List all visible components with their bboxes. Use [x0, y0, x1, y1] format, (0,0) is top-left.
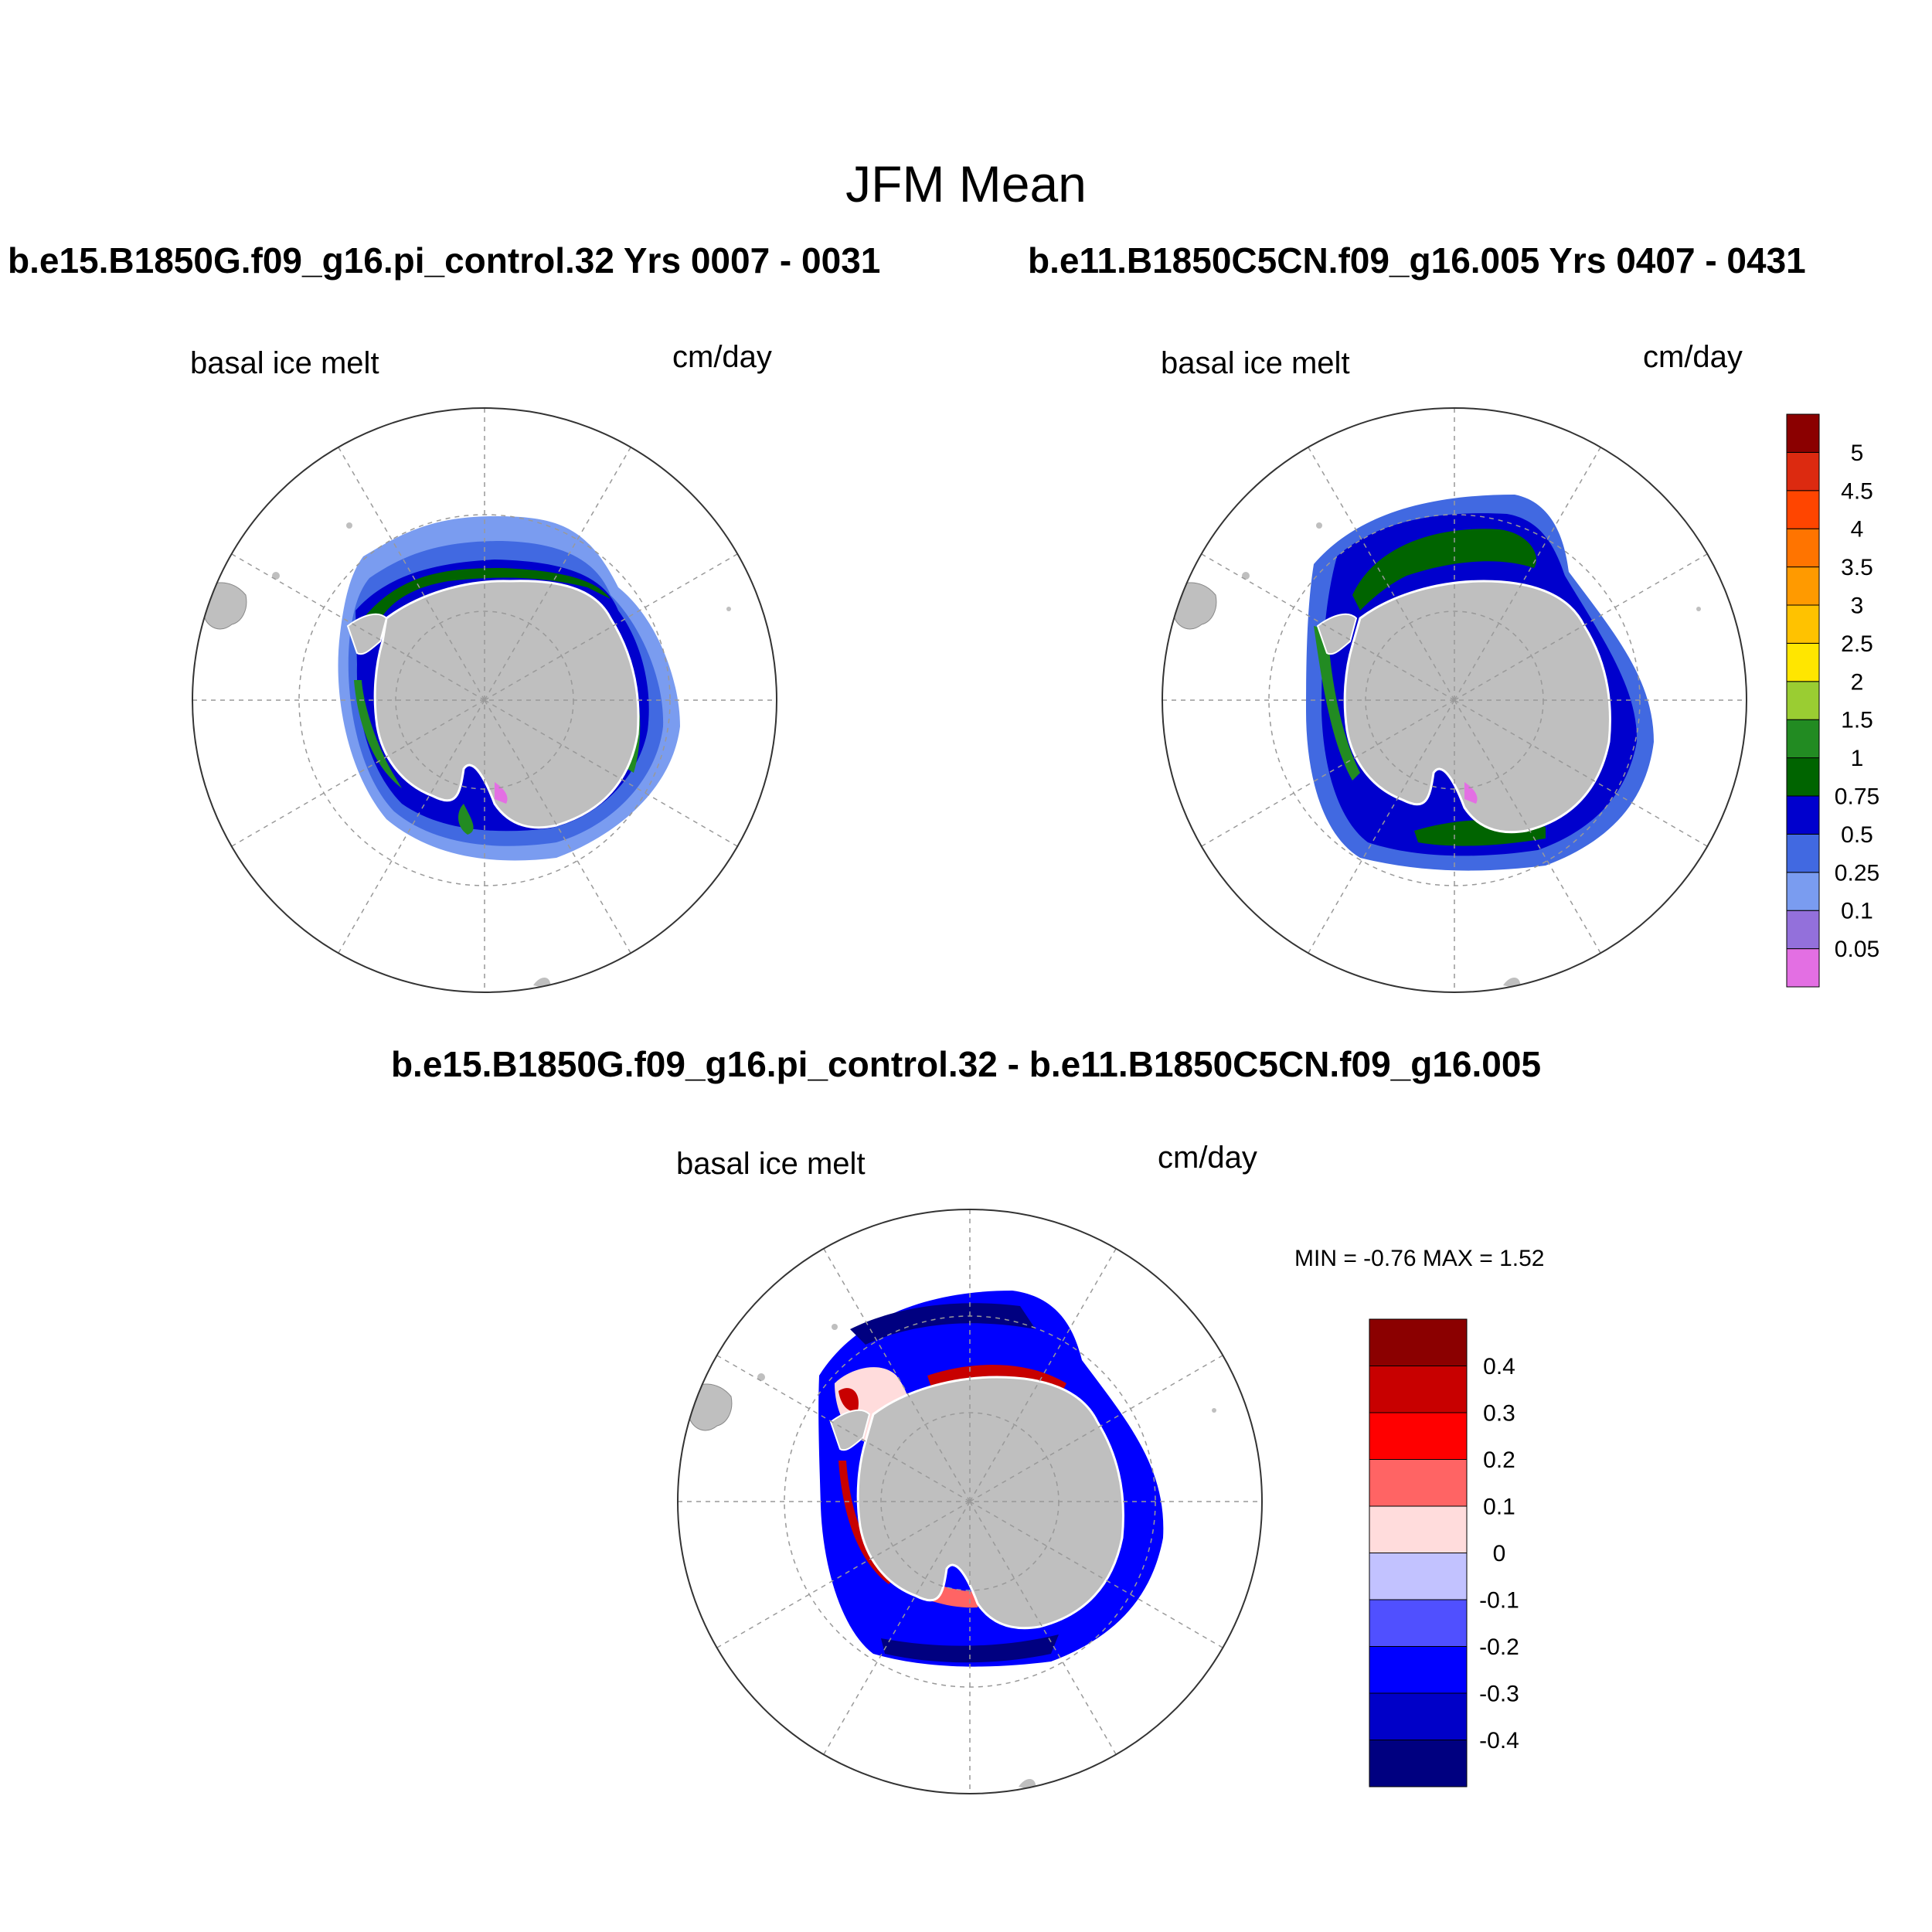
colorbar-difference-tick-label: 0.1: [1483, 1495, 1515, 1520]
map-boundary-circle: [192, 407, 777, 993]
colorbar-difference-tick-label: 0.3: [1483, 1401, 1515, 1427]
map-boundary-circle: [1162, 407, 1747, 993]
colorbar-absolute: 0.05 0.1 0.25 0.5 0.75 1 1.5 2 2.5 3 3.5 4 4.5 5: [1786, 413, 1879, 988]
antarctica-landmass: [373, 580, 640, 829]
colorbar-absolute-tick-label: 0.05: [1835, 937, 1879, 962]
colorbar-absolute-swatch: [1786, 642, 1820, 682]
melt-region-green: [354, 680, 402, 788]
panel2-units-label: cm/day: [1643, 340, 1743, 374]
colorbar-difference-tick-label: 0.4: [1483, 1354, 1515, 1379]
panel2-case-title: b.e11.B1850C5CN.f09_g16.005 Yrs 0407 - 0…: [1028, 240, 1806, 281]
diff-region-navy: [850, 1303, 1036, 1345]
map-boundary-circle: [677, 1209, 1263, 1794]
colorbar-difference-swatch: [1369, 1318, 1468, 1366]
colorbar-absolute-swatch: [1786, 757, 1820, 797]
island: [726, 607, 731, 611]
colorbar-difference-swatch: [1369, 1505, 1468, 1553]
antarctic-peninsula: [346, 613, 388, 655]
colorbar-difference-tick-label: 0: [1493, 1541, 1506, 1566]
colorbar-absolute-swatch: [1786, 566, 1820, 606]
colorbar-difference-tick-label: -0.3: [1479, 1682, 1519, 1707]
colorbar-absolute-swatch: [1786, 948, 1820, 988]
colorbar-absolute-tick-label: 4.5: [1841, 478, 1873, 504]
island: [346, 522, 352, 529]
colorbar-difference-swatch: [1369, 1412, 1468, 1460]
melt-region-dark-green: [1352, 529, 1536, 611]
south-america-landmass: [1166, 582, 1217, 630]
graticule: [192, 408, 777, 992]
colorbar-difference-tick-label: -0.2: [1479, 1634, 1519, 1660]
colorbar-absolute-tick-label: 0.1: [1841, 899, 1873, 924]
colorbar-difference-swatch: [1369, 1692, 1468, 1740]
colorbar-absolute-swatch: [1786, 719, 1820, 759]
colorbar-absolute-tick-label: 5: [1851, 440, 1864, 466]
colorbar-absolute-swatch: [1786, 910, 1820, 950]
panel2-variable-label: basal ice melt: [1161, 346, 1350, 380]
colorbar-absolute-swatch: [1786, 413, 1820, 453]
melt-spot-pink: [495, 782, 508, 804]
panel1-variable-label: basal ice melt: [190, 346, 379, 380]
diff-region-red-north: [927, 1365, 1066, 1391]
panel3-units-label: cm/day: [1158, 1141, 1257, 1175]
colorbar-absolute-tick-label: 1: [1851, 746, 1864, 771]
colorbar-difference-swatch: [1369, 1553, 1468, 1600]
melt-region-green: [1314, 626, 1360, 781]
colorbar-difference-swatch: [1369, 1366, 1468, 1413]
colorbar-difference-tick-label: -0.4: [1479, 1728, 1519, 1753]
panel1-units-label: cm/day: [672, 340, 772, 374]
antarctic-peninsula: [1316, 613, 1358, 655]
colorbar-difference-tick-label: -0.1: [1479, 1588, 1519, 1614]
panel3-min-max: MIN = -0.76 MAX = 1.52: [1294, 1246, 1545, 1271]
antarctica-landmass: [856, 1376, 1124, 1630]
panel3-case-title: b.e15.B1850G.f09_g16.pi_control.32 - b.e…: [390, 1044, 1542, 1084]
colorbar-absolute-swatch: [1786, 681, 1820, 720]
island: [832, 1324, 838, 1330]
colorbar-difference: -0.4 -0.3 -0.2 -0.1 0 0.1 0.2 0.3 0.4: [1369, 1318, 1519, 1787]
island: [1242, 572, 1250, 580]
panel1-case-title: b.e15.B1850G.f09_g16.pi_control.32 Yrs 0…: [8, 240, 881, 281]
panel2-map: [1162, 407, 1747, 993]
graticule: [678, 1209, 1262, 1794]
figure-title: JFM Mean: [845, 155, 1087, 213]
melt-region-dark-green: [363, 568, 611, 641]
antarctica-landmass: [1343, 580, 1611, 834]
colorbar-difference-swatch: [1369, 1599, 1468, 1647]
colorbar-absolute-tick-label: 4: [1851, 517, 1864, 543]
colorbar-absolute-swatch: [1786, 528, 1820, 568]
diff-region-red: [838, 1388, 859, 1412]
colorbar-absolute-tick-label: 0.25: [1835, 860, 1879, 886]
colorbar-absolute-swatch: [1786, 490, 1820, 529]
colorbar-difference-tick-label: 0.2: [1483, 1447, 1515, 1473]
colorbar-absolute-tick-label: 2: [1851, 669, 1864, 695]
colorbar-absolute-tick-label: 0.5: [1841, 822, 1873, 848]
colorbar-absolute-tick-label: 0.75: [1835, 784, 1879, 810]
panel3-variable-label: basal ice melt: [676, 1147, 866, 1181]
colorbar-absolute-tick-label: 3.5: [1841, 555, 1873, 580]
panel3-map: [677, 1209, 1263, 1794]
colorbar-absolute-swatch: [1786, 795, 1820, 835]
colorbar-absolute-tick-label: 1.5: [1841, 708, 1873, 733]
colorbar-absolute-swatch: [1786, 833, 1820, 873]
colorbar-difference-swatch: [1369, 1459, 1468, 1507]
island: [272, 572, 280, 580]
south-america-landmass: [196, 582, 247, 630]
colorbar-difference-swatch: [1369, 1646, 1468, 1694]
colorbar-absolute-tick-label: 2.5: [1841, 631, 1873, 657]
colorbar-difference-swatch: [1369, 1740, 1468, 1787]
colorbar-absolute-swatch: [1786, 451, 1820, 492]
graticule: [1162, 408, 1747, 992]
antarctic-peninsula: [829, 1409, 871, 1451]
south-america-landmass: [682, 1383, 733, 1431]
island: [1212, 1408, 1216, 1413]
colorbar-absolute-tick-label: 3: [1851, 594, 1864, 619]
island: [1316, 522, 1322, 529]
melt-spot-pink: [1464, 782, 1478, 804]
melt-region-green-ross: [458, 804, 474, 835]
panel1-map: [192, 407, 777, 993]
colorbar-absolute-swatch: [1786, 872, 1820, 911]
island: [757, 1373, 765, 1381]
island: [1696, 607, 1701, 611]
colorbar-absolute-swatch: [1786, 604, 1820, 644]
